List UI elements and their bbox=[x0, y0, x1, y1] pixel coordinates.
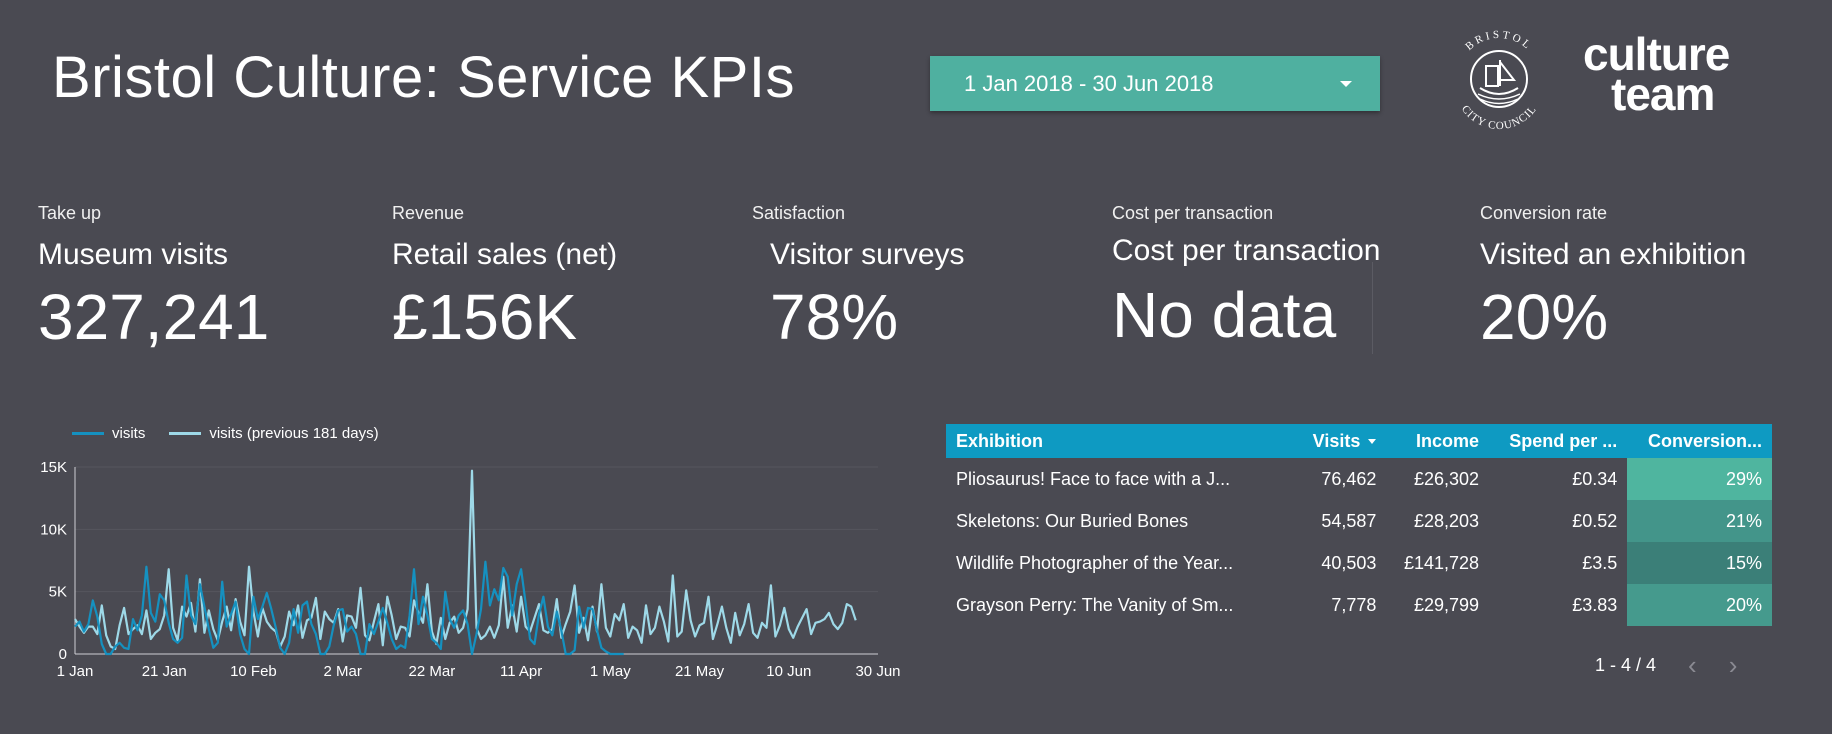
table-row[interactable]: Grayson Perry: The Vanity of Sm... 7,778 £… bbox=[946, 584, 1772, 626]
table-cell: 15% bbox=[1627, 542, 1772, 584]
x-tick-label: 22 Mar bbox=[409, 663, 456, 680]
x-tick-label: 30 Jun bbox=[855, 663, 900, 680]
visits-line-chart: 15K 10K 5K 0 1 Jan 21 Jan 10 Feb 2 Mar 22 Mar 11 … bbox=[20, 415, 900, 685]
table-cell: £141,728 bbox=[1403, 552, 1480, 573]
legend-swatch bbox=[72, 432, 104, 435]
table-cell: £3.5 bbox=[1582, 552, 1618, 573]
x-tick-label: 10 Jun bbox=[766, 663, 811, 680]
kpi-name: Retail sales (net) bbox=[392, 238, 618, 271]
kpi-category: Cost per transaction bbox=[1112, 203, 1274, 223]
series-line-visits bbox=[74, 560, 624, 656]
table-row[interactable]: Wildlife Photographer of the Year... 40,5… bbox=[946, 542, 1772, 584]
caret-down-icon bbox=[1340, 80, 1352, 87]
page-title: Bristol Culture: Service KPIs bbox=[52, 45, 795, 110]
svg-text:BRISTOL: BRISTOL bbox=[1463, 29, 1535, 53]
x-tick-label: 1 May bbox=[590, 663, 631, 680]
table-cell: £29,799 bbox=[1413, 594, 1480, 615]
bristol-city-council-seal-logo: BRISTOL CITY COUNCIL bbox=[1459, 29, 1538, 132]
kpi-name: Museum visits bbox=[38, 238, 229, 271]
table-cell: 21% bbox=[1627, 500, 1772, 542]
chart-legend: visits visits (previous 181 days) bbox=[72, 425, 379, 442]
kpi-category: Take up bbox=[38, 203, 102, 223]
legend-swatch bbox=[169, 432, 202, 435]
column-header-visits[interactable]: Visits bbox=[1296, 424, 1387, 458]
kpi-category: Revenue bbox=[392, 203, 465, 223]
x-tick-label: 2 Mar bbox=[323, 663, 361, 680]
sort-desc-icon bbox=[1368, 439, 1377, 445]
kpi-museum-visits: Take up Museum visits 327,241 bbox=[38, 203, 269, 354]
logo-line-1: culture bbox=[1583, 28, 1730, 80]
table-cell: Pliosaurus! Face to face with a J... bbox=[956, 468, 1231, 489]
y-tick-label: 15K bbox=[40, 459, 67, 476]
table-cell: 29% bbox=[1627, 458, 1772, 500]
table-cell: £28,203 bbox=[1413, 510, 1480, 531]
seal-text-top: BRISTOL bbox=[1463, 29, 1532, 53]
legend-label: visits (previous 181 days) bbox=[209, 425, 379, 442]
kpi-category: Conversion rate bbox=[1480, 203, 1608, 223]
kpi-value: 20% bbox=[1480, 281, 1609, 353]
legend-item-visits[interactable]: visits bbox=[72, 425, 145, 442]
kpi-value: No data bbox=[1112, 279, 1337, 351]
legend-label: visits bbox=[112, 425, 146, 442]
chevron-left-icon[interactable]: ‹ bbox=[1688, 650, 1697, 680]
x-tick-label: 1 Jan bbox=[57, 663, 94, 680]
date-range-picker[interactable]: 1 Jan 2018 - 30 Jun 2018 bbox=[930, 56, 1380, 111]
kpi-category: Satisfaction bbox=[752, 203, 846, 223]
kpi-cost-per-transaction: Cost per transaction Cost per transactio… bbox=[1112, 203, 1380, 352]
kpi-value: £156K bbox=[392, 281, 578, 353]
pagination-label: 1 - 4 / 4 bbox=[1595, 655, 1657, 675]
legend-item-previous[interactable]: visits (previous 181 days) bbox=[169, 425, 379, 442]
date-range-label: 1 Jan 2018 - 30 Jun 2018 bbox=[964, 70, 1214, 96]
table-cell: £0.34 bbox=[1572, 468, 1618, 489]
kpi-name: Cost per transaction bbox=[1112, 234, 1381, 267]
table-cell: £26,302 bbox=[1413, 468, 1480, 489]
table-row[interactable]: Pliosaurus! Face to face with a J... 76,4… bbox=[946, 458, 1772, 500]
kpi-value: 327,241 bbox=[38, 281, 270, 353]
column-header-label: Visits bbox=[1312, 430, 1361, 451]
chart-plot: 15K 10K 5K 01 Jan 21 Jan 10 Feb 2 Mar 22 Mar 11 … bbox=[40, 459, 900, 680]
table-cell: £0.52 bbox=[1572, 510, 1618, 531]
x-tick-label: 21 May bbox=[675, 663, 725, 680]
table-cell: 20% bbox=[1627, 584, 1772, 626]
y-tick-label: 10K bbox=[40, 521, 67, 538]
table-cell: £3.83 bbox=[1572, 594, 1618, 615]
table-header-row: Exhibition Visits Income Spend per ... C… bbox=[946, 424, 1772, 458]
x-tick-label: 10 Feb bbox=[230, 663, 277, 680]
kpi-conversion-rate: Conversion rate Visited an exhibition 20… bbox=[1480, 203, 1746, 354]
kpi-name: Visitor surveys bbox=[770, 238, 965, 271]
table-cell: Grayson Perry: The Vanity of Sm... bbox=[956, 594, 1234, 615]
y-tick-label: 5K bbox=[49, 584, 67, 601]
table-cell: 7,778 bbox=[1331, 594, 1377, 615]
table-body: Pliosaurus! Face to face with a J... 76,4… bbox=[946, 458, 1772, 626]
culture-team-logo: culture team bbox=[1583, 28, 1730, 120]
table-cell: 40,503 bbox=[1321, 552, 1377, 573]
table-cell: Skeletons: Our Buried Bones bbox=[956, 510, 1189, 531]
table-cell: Wildlife Photographer of the Year... bbox=[956, 552, 1234, 573]
column-header-spend[interactable]: Spend per ... bbox=[1489, 424, 1628, 458]
logo-line-2: team bbox=[1611, 68, 1715, 120]
exhibition-table: Exhibition Visits Income Spend per ... C… bbox=[946, 424, 1772, 626]
kpi-retail-sales: Revenue Retail sales (net) £156K bbox=[392, 203, 617, 354]
table-row[interactable]: Skeletons: Our Buried Bones 54,587 £28,203… bbox=[946, 500, 1772, 542]
y-tick-label: 0 bbox=[59, 646, 67, 663]
series-line-visits-previous-181-days- bbox=[74, 469, 857, 651]
kpi-visitor-surveys: Satisfaction Visitor surveys 78% bbox=[752, 203, 965, 354]
table-cell: 76,462 bbox=[1321, 468, 1377, 489]
x-tick-label: 21 Jan bbox=[142, 663, 187, 680]
kpi-name: Visited an exhibition bbox=[1480, 238, 1747, 271]
column-header-exhibition[interactable]: Exhibition bbox=[946, 424, 1296, 458]
column-header-income[interactable]: Income bbox=[1386, 424, 1490, 458]
table-cell: 54,587 bbox=[1321, 510, 1377, 531]
column-header-conversion[interactable]: Conversion... bbox=[1627, 424, 1772, 458]
kpi-divider bbox=[1372, 262, 1373, 354]
x-tick-label: 11 Apr bbox=[500, 663, 542, 680]
chevron-right-icon[interactable]: › bbox=[1728, 650, 1738, 680]
kpi-value: 78% bbox=[770, 281, 899, 353]
table-pagination: 1 - 4 / 4 ‹ › bbox=[1595, 650, 1737, 681]
